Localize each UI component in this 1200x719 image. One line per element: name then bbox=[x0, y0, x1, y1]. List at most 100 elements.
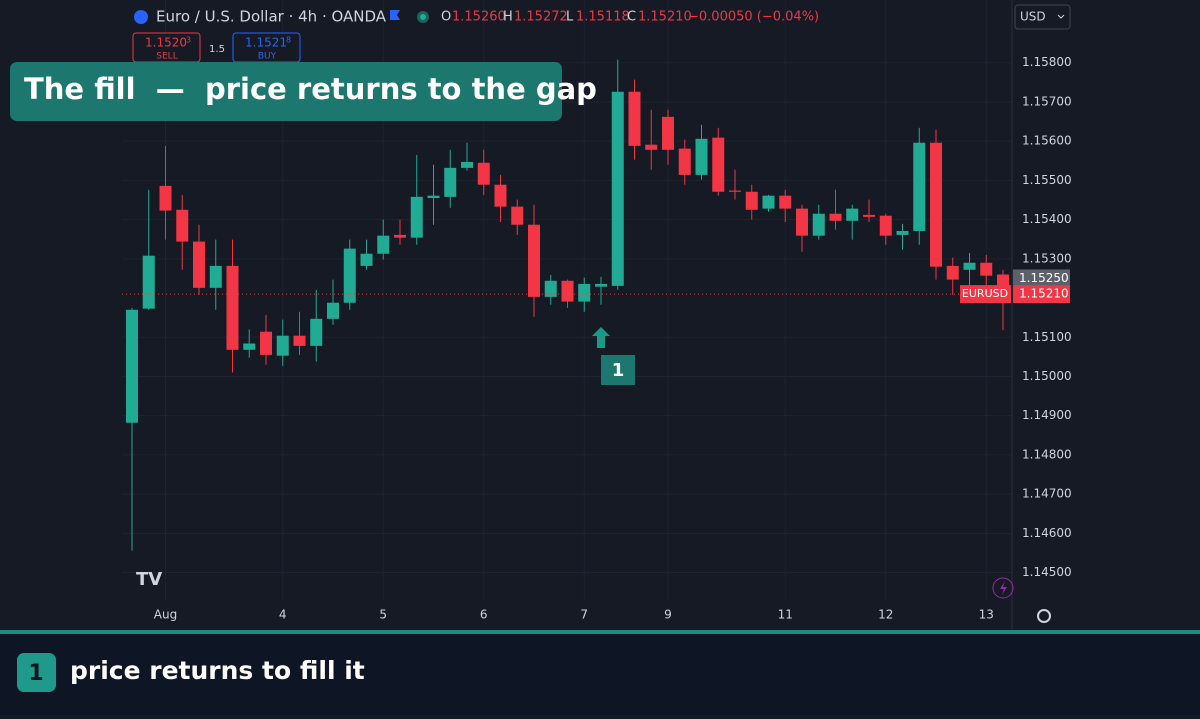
candle-body bbox=[980, 262, 993, 276]
symbol: Euro / U.S. Dollar · 4h · OANDA bbox=[156, 8, 387, 26]
chevron bbox=[1057, 14, 1065, 19]
candle-body bbox=[243, 343, 256, 350]
candle-body bbox=[762, 195, 775, 209]
l-value: 1.15118 bbox=[576, 10, 630, 25]
annotation-label: 1 bbox=[612, 360, 625, 381]
x-tick-label: 9 bbox=[664, 608, 672, 622]
y-tick-label: 1.14500 bbox=[1022, 565, 1072, 579]
candle-body bbox=[293, 335, 306, 346]
candle-body bbox=[427, 195, 440, 199]
candle-body bbox=[678, 148, 691, 175]
lightning-icon[interactable] bbox=[992, 577, 1014, 599]
candle-body bbox=[946, 265, 959, 280]
candle-body bbox=[611, 91, 624, 286]
x-tick-label: 12 bbox=[878, 608, 893, 622]
candle-body bbox=[511, 206, 524, 225]
sell-price: 1.1520 bbox=[145, 36, 187, 50]
candle-body bbox=[226, 265, 239, 350]
ohlc: O 1.15260 H 1.15272 L 1.15118 C 1.15210 … bbox=[441, 10, 819, 25]
x-tick-label: 6 bbox=[480, 608, 488, 622]
overlay-title: The fill — price returns to the gap bbox=[24, 72, 597, 106]
annotation-arrow bbox=[592, 327, 610, 348]
prev-price-tag bbox=[1013, 269, 1070, 288]
annotation-box bbox=[601, 355, 635, 385]
candle-body bbox=[595, 283, 607, 287]
candle-body bbox=[126, 309, 138, 423]
candle-body bbox=[461, 161, 473, 168]
o-value: 1.15260 bbox=[452, 10, 506, 25]
y-tick-label: 1.15800 bbox=[1022, 55, 1072, 69]
y-tick-label: 1.14600 bbox=[1022, 526, 1072, 540]
candle-body bbox=[142, 255, 155, 309]
footer-text: price returns to fill it bbox=[70, 656, 365, 685]
sell-sup: 3 bbox=[186, 36, 191, 45]
candle-body bbox=[712, 137, 725, 192]
y-tick-label: 1.15700 bbox=[1022, 94, 1072, 108]
status-dot bbox=[420, 14, 426, 20]
candle-body bbox=[662, 116, 674, 150]
h-value: 1.15272 bbox=[514, 10, 568, 25]
y-tick-label: 1.14800 bbox=[1022, 447, 1072, 461]
footer-rule bbox=[0, 630, 1200, 634]
candle-body bbox=[829, 213, 842, 221]
footer-badge bbox=[17, 653, 56, 692]
candle-body bbox=[159, 185, 172, 211]
symbol-label: EURUSD bbox=[962, 287, 1008, 300]
settings-icon[interactable] bbox=[1037, 609, 1051, 623]
candle-body bbox=[377, 235, 390, 254]
prev-price-label: 1.15250 bbox=[1019, 271, 1069, 285]
y-tick-label: 1.15600 bbox=[1022, 134, 1072, 148]
symbol-tag bbox=[960, 285, 1011, 304]
last-price-label: 1.15210 bbox=[1019, 287, 1069, 301]
candles bbox=[126, 59, 1009, 551]
y-tick-label: 1.15000 bbox=[1022, 369, 1072, 383]
candle-body bbox=[796, 208, 808, 236]
footer-badge-label: 1 bbox=[28, 661, 43, 686]
c-value: 1.15210 bbox=[638, 10, 692, 25]
candle-body bbox=[394, 234, 406, 238]
candle-body bbox=[913, 142, 926, 231]
logo: TV bbox=[136, 569, 162, 590]
candle-body bbox=[779, 195, 792, 209]
candle-body bbox=[209, 265, 222, 288]
candle-body bbox=[729, 190, 741, 192]
x-tick-label: 5 bbox=[379, 608, 387, 622]
y-tick-label: 1.14900 bbox=[1022, 408, 1072, 422]
currency-select[interactable] bbox=[1014, 4, 1071, 30]
x-tick-label: Aug bbox=[154, 608, 177, 622]
candle-body bbox=[276, 335, 289, 356]
candle-body bbox=[494, 184, 507, 207]
candle-body bbox=[812, 213, 825, 236]
candle-body bbox=[930, 142, 942, 267]
candle-body bbox=[528, 224, 540, 297]
title-box bbox=[10, 62, 562, 121]
o-label: O bbox=[441, 10, 451, 25]
l-label: L bbox=[566, 10, 574, 25]
candle-body bbox=[343, 248, 356, 303]
buy-sup: 8 bbox=[286, 36, 291, 45]
buy-label: BUY bbox=[258, 52, 277, 62]
sell-label: SELL bbox=[156, 52, 177, 62]
x-tick-label: 13 bbox=[979, 608, 994, 622]
y-tick-label: 1.15300 bbox=[1022, 251, 1072, 265]
candle-body bbox=[896, 230, 909, 235]
y-tick-label: 1.14700 bbox=[1022, 487, 1072, 501]
candle-body bbox=[176, 209, 189, 242]
candle-body bbox=[193, 241, 205, 288]
buy-price: 1.1521 bbox=[245, 36, 287, 50]
currency: USD bbox=[1020, 10, 1046, 24]
candle-body bbox=[444, 167, 457, 197]
candle-body bbox=[578, 283, 591, 302]
bookmark-icon bbox=[390, 10, 400, 20]
candle-body bbox=[645, 144, 658, 150]
x-tick-label: 4 bbox=[279, 608, 287, 622]
c-label: C bbox=[627, 10, 636, 25]
candle-body bbox=[561, 280, 574, 302]
candle-body bbox=[327, 302, 339, 319]
candle-body bbox=[963, 262, 976, 270]
candle-body bbox=[410, 196, 423, 238]
candle-body bbox=[846, 208, 859, 221]
candle-body bbox=[695, 138, 708, 175]
x-tick-label: 11 bbox=[778, 608, 793, 622]
h-label: H bbox=[503, 10, 513, 25]
